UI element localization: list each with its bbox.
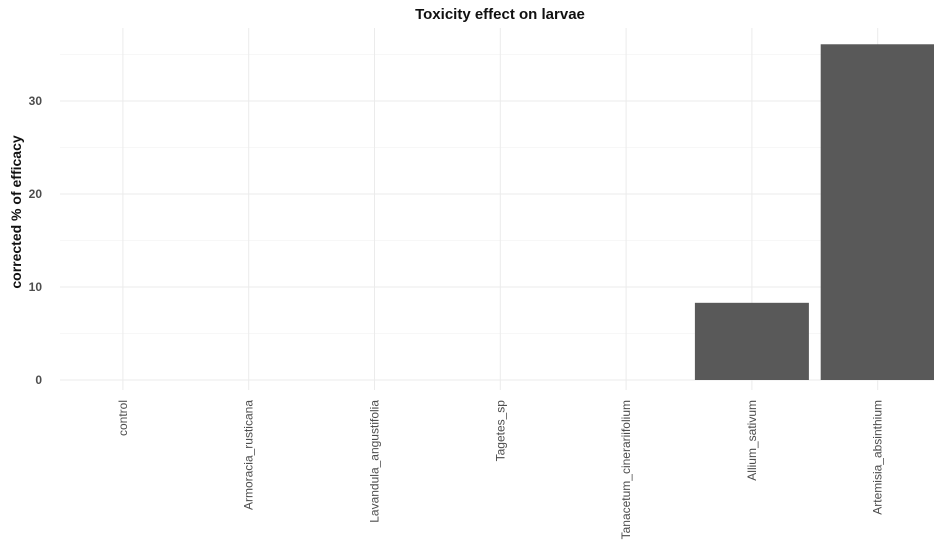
x-tick-label: Tagetes_sp [493, 400, 507, 462]
y-tick-label: 0 [35, 373, 42, 387]
bar [820, 44, 934, 381]
x-tick-label: control [116, 400, 130, 436]
x-tick-label: Artemisia_absinthium [871, 400, 885, 515]
x-tick-label: Tanacetum_cinerariifolium [619, 400, 633, 539]
x-tick-label: Lavandula_angustifolia [368, 400, 382, 523]
y-tick-label: 30 [29, 94, 43, 108]
x-tick-label: Armoracia_rusticana [242, 400, 256, 510]
bars [694, 44, 934, 381]
y-tick-label: 20 [29, 187, 43, 201]
y-axis-label: corrected % of efficacy [8, 135, 24, 288]
x-axis-ticks: control Armoracia_rusticana Lavandula_angu… [116, 400, 885, 540]
y-tick-label: 10 [29, 280, 43, 294]
y-axis-ticks: 0 10 20 30 [29, 94, 43, 387]
x-tick-label: Allium_sativum [745, 400, 759, 481]
bar [694, 302, 809, 380]
chart-title: Toxicity effect on larvae [415, 6, 585, 23]
